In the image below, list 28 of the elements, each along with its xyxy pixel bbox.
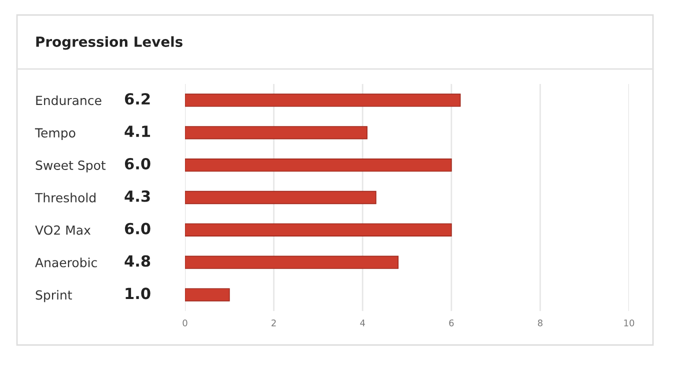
y-tick-label: Sweet Spot [36, 160, 106, 172]
data-label: 4.3 [124, 190, 150, 202]
chart-title: Progression Levels [36, 36, 182, 50]
bar [185, 288, 230, 302]
bar [185, 223, 452, 237]
bar [185, 94, 461, 107]
x-tick-label: 10 [624, 319, 634, 326]
y-tick-label: Tempo [34, 128, 76, 140]
data-label: 4.8 [124, 255, 150, 267]
bar [185, 126, 368, 140]
x-tick-label: 2 [272, 319, 276, 326]
data-label: 6.2 [124, 93, 150, 105]
data-label: 6.0 [124, 158, 150, 170]
y-tick-label: VO2 Max [35, 225, 91, 235]
y-tick-label: Threshold [34, 192, 96, 202]
bar [185, 256, 399, 269]
data-label: 4.1 [124, 126, 150, 137]
x-tick-label: 8 [538, 319, 542, 326]
y-tick-label: Sprint [36, 290, 72, 302]
bar [185, 158, 452, 172]
bar [185, 190, 376, 204]
y-tick-label: Endurance [36, 95, 102, 106]
x-tick-label: 6 [449, 319, 454, 326]
data-label: 1.0 [126, 288, 150, 300]
x-tick-label: 0 [182, 319, 188, 326]
data-label: 6.0 [124, 222, 150, 234]
x-tick-label: 4 [360, 320, 365, 326]
y-tick-label: Anaerobic [35, 258, 97, 268]
